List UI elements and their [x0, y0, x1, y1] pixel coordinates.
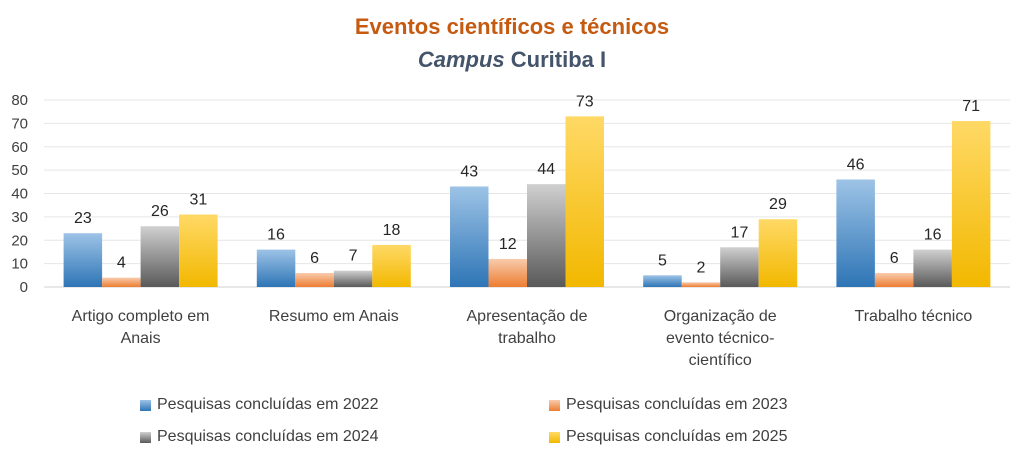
data-label: 73 [576, 93, 594, 110]
data-label: 23 [74, 210, 92, 227]
legend-item: Pesquisas concluídas em 2024 [140, 428, 378, 446]
legend-item: Pesquisas concluídas em 2023 [549, 396, 787, 414]
data-label: 6 [890, 250, 899, 267]
bar [758, 219, 798, 287]
y-tick-label: 40 [11, 186, 28, 203]
legend-label: Pesquisas concluídas em 2022 [157, 396, 379, 413]
bar [913, 249, 952, 287]
x-tick-label: científico [689, 352, 752, 369]
bar [179, 214, 218, 287]
bar [140, 226, 180, 287]
bar [874, 272, 914, 287]
bar [333, 270, 373, 287]
data-label: 7 [349, 248, 358, 265]
chart-title: Eventos científicos e técnicos [354, 14, 670, 39]
data-label: 2 [696, 259, 705, 276]
chart-subtitle: Campus Curitiba I [0, 47, 1024, 73]
legend-label: Pesquisas concluídas em 2024 [157, 428, 379, 445]
bar [565, 116, 604, 287]
data-label: 43 [460, 163, 478, 180]
data-label: 31 [189, 192, 207, 209]
x-tick-label: evento técnico- [666, 330, 775, 347]
y-tick-label: 30 [11, 209, 28, 226]
data-label: 5 [658, 252, 667, 269]
y-tick-label: 70 [11, 115, 28, 132]
data-label: 18 [383, 222, 401, 239]
legend-swatch [140, 431, 151, 443]
bar [102, 277, 141, 287]
y-tick-label: 60 [11, 139, 28, 156]
legend-label: Pesquisas concluídas em 2023 [566, 396, 788, 413]
x-tick-label: Resumo em Anais [269, 308, 399, 325]
data-label: 12 [499, 236, 517, 253]
bar [681, 282, 721, 287]
bar [372, 244, 411, 287]
x-tick-label: Anais [121, 330, 161, 347]
bar [488, 258, 527, 287]
data-label: 17 [731, 224, 749, 241]
subtitle-italic: Campus [417, 47, 505, 72]
legend-label: Pesquisas concluídas em 2025 [566, 428, 788, 445]
subtitle-rest: Curitiba I [510, 47, 607, 72]
y-tick-label: 10 [11, 256, 28, 273]
legend-swatch [549, 431, 560, 443]
bar [63, 233, 103, 287]
bar [256, 249, 296, 287]
bar [951, 121, 991, 287]
x-tick-label: trabalho [498, 330, 556, 347]
legend-swatch [140, 399, 151, 411]
bar [720, 247, 759, 287]
data-label: 4 [117, 255, 126, 272]
data-label: 29 [769, 196, 787, 213]
x-tick-label: Artigo completo em [72, 308, 210, 325]
data-label: 71 [962, 98, 980, 115]
y-tick-label: 50 [11, 162, 28, 179]
data-label: 44 [537, 161, 555, 178]
y-tick-label: 20 [11, 232, 28, 249]
bar [527, 184, 566, 287]
data-label: 16 [924, 227, 942, 244]
x-tick-label: Organização de [664, 308, 777, 325]
data-label: 6 [310, 250, 319, 267]
x-tick-label: Trabalho técnico [855, 308, 973, 325]
bar [295, 272, 334, 287]
legend-item: Pesquisas concluídas em 2025 [549, 428, 787, 446]
legend-item: Pesquisas concluídas em 2022 [140, 396, 378, 414]
data-label: 26 [151, 203, 169, 220]
data-label: 16 [267, 227, 285, 244]
y-tick-label: 0 [20, 279, 28, 296]
bar [836, 179, 875, 287]
bar [643, 275, 682, 287]
data-label: 46 [847, 156, 865, 173]
bar [450, 186, 489, 287]
x-tick-label: Apresentação de [467, 308, 588, 325]
legend-swatch [549, 399, 560, 411]
y-tick-label: 80 [11, 92, 28, 109]
